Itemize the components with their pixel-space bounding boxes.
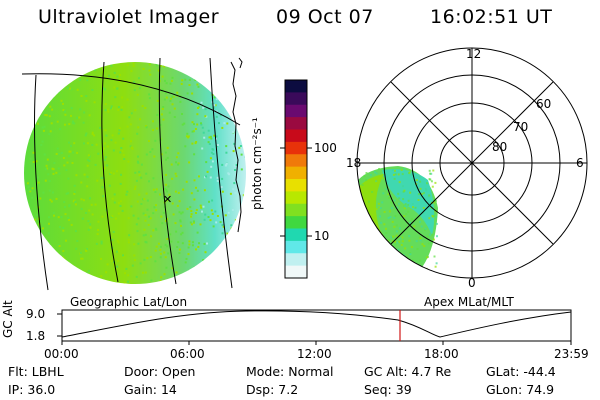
status-dsp: Dsp: 7.2 xyxy=(246,382,299,397)
colorbar-tick-100: 100 xyxy=(314,141,337,155)
colorbar-band xyxy=(285,265,307,279)
status-seq-value: 39 xyxy=(395,382,412,397)
altitude-xtick-0600: 06:00 xyxy=(170,347,205,361)
status-door-label: Door: xyxy=(124,364,159,379)
colorbar-band xyxy=(285,228,307,242)
coastline xyxy=(230,61,242,233)
status-seq: Seq: 39 xyxy=(364,382,412,397)
status-flt-label: Flt: xyxy=(8,364,28,379)
status-glat-value: -44.4 xyxy=(523,364,556,379)
altitude-plot xyxy=(57,309,572,345)
status-mode-label: Mode: xyxy=(246,364,285,379)
colorbar-band xyxy=(285,80,307,93)
colorbar-band xyxy=(285,154,307,168)
status-gc-alt: GC Alt: 4.7 Re xyxy=(364,364,452,379)
status-seq-label: Seq: xyxy=(364,382,392,397)
colorbar-band xyxy=(285,240,307,254)
geo-disk: ✕ xyxy=(21,57,246,291)
lat-label-80: 80 xyxy=(492,140,508,154)
date-label: 09 Oct 07 xyxy=(276,6,374,28)
auroral-region-yellow xyxy=(357,174,410,264)
colorbar-band xyxy=(285,141,307,155)
mlt-label-12: 12 xyxy=(466,47,482,61)
status-gc-alt-label: GC Alt: xyxy=(364,364,408,379)
colorbar-band xyxy=(285,117,307,131)
altitude-xtick-2359: 23:59 xyxy=(554,347,589,361)
mlt-label-0: 0 xyxy=(468,276,476,290)
lat-label-70: 70 xyxy=(513,120,529,134)
colorbar-band xyxy=(285,253,307,267)
status-gain: Gain: 14 xyxy=(124,382,177,397)
colorbar-unit-label: photon cm⁻²s⁻¹ xyxy=(250,117,264,210)
status-door: Door: Open xyxy=(124,364,196,379)
status-mode: Mode: Normal xyxy=(246,364,334,379)
altitude-xtick-0000: 00:00 xyxy=(44,347,79,361)
time-label: 16:02:51 UT xyxy=(430,6,553,28)
status-glat-label: GLat: xyxy=(486,364,520,379)
lat-label-60: 60 xyxy=(536,97,552,111)
colorbar-band xyxy=(285,203,307,217)
coastline-fragment xyxy=(238,57,243,69)
altitude-xtick-1800: 18:00 xyxy=(424,347,459,361)
status-glon-label: GLon: xyxy=(486,382,523,397)
status-door-value: Open xyxy=(162,364,196,379)
status-ip-value: 36.0 xyxy=(27,382,56,397)
colorbar-band xyxy=(285,191,307,205)
altitude-xtick-1200: 12:00 xyxy=(297,347,332,361)
colorbar-band xyxy=(285,129,307,143)
polar-plot xyxy=(356,47,588,279)
mlt-label-18: 18 xyxy=(346,156,362,170)
geo-caption: Geographic Lat/Lon xyxy=(70,295,188,309)
subsatellite-marker-icon: ✕ xyxy=(163,193,172,206)
status-glon-value: 74.9 xyxy=(526,382,555,397)
altitude-ytick-1-8: 1.8 xyxy=(26,329,46,343)
status-gc-alt-value: 4.7 Re xyxy=(411,364,452,379)
mlt-label-6: 6 xyxy=(576,156,584,170)
status-dsp-label: Dsp: xyxy=(246,382,275,397)
geo-meridians xyxy=(34,57,233,291)
colorbar-tick-10: 10 xyxy=(314,229,330,243)
colorbar xyxy=(280,79,312,279)
altitude-curve xyxy=(61,310,572,338)
colorbar-band xyxy=(285,104,307,118)
status-ip-label: IP: xyxy=(8,382,24,397)
status-flt: Flt: LBHL xyxy=(8,364,64,379)
status-gain-value: 14 xyxy=(160,382,177,397)
instrument-title: Ultraviolet Imager xyxy=(38,6,220,28)
colorbar-band xyxy=(285,216,307,230)
status-dsp-value: 7.2 xyxy=(278,382,299,397)
colorbar-band xyxy=(285,166,307,180)
auroral-region-cyan xyxy=(382,169,435,236)
colorbar-band xyxy=(285,92,307,106)
geo-latitude-line xyxy=(21,73,241,126)
status-glat: GLat: -44.4 xyxy=(486,364,556,379)
polar-caption: Apex MLat/MLT xyxy=(424,295,514,309)
altitude-ylabel: GC Alt xyxy=(1,300,15,338)
status-flt-value: LBHL xyxy=(31,364,64,379)
polar-grid xyxy=(356,47,588,279)
status-gain-label: Gain: xyxy=(124,382,157,397)
status-glon: GLon: 74.9 xyxy=(486,382,555,397)
status-ip: IP: 36.0 xyxy=(8,382,56,397)
colorbar-band xyxy=(285,179,307,192)
altitude-ytick-9: 9.0 xyxy=(26,307,46,321)
status-mode-value: Normal xyxy=(288,364,334,379)
